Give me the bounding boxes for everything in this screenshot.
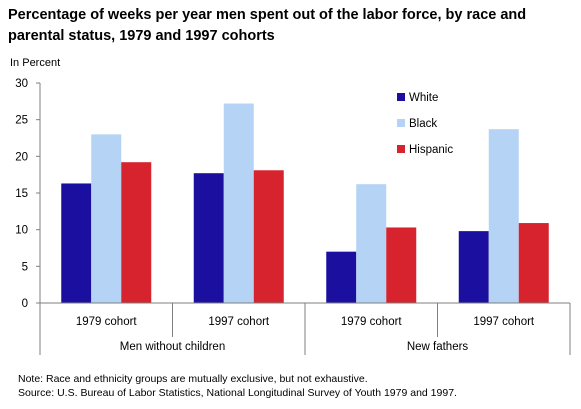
note-text: Note: Race and ethnicity groups are mutu… <box>18 373 368 385</box>
y-tick-label: 5 <box>22 261 28 273</box>
bar-hispanic <box>253 170 284 303</box>
x-tick-label: 1997 cohort <box>208 316 270 328</box>
group-label: New fathers <box>407 341 469 353</box>
bar-hispanic <box>386 227 417 303</box>
legend-label: Black <box>409 118 437 130</box>
x-tick-label: 1997 cohort <box>473 316 535 328</box>
footnotes: Note: Race and ethnicity groups are mutu… <box>18 372 457 400</box>
y-tick-label: 25 <box>15 115 28 127</box>
bar-black <box>488 129 519 303</box>
bar-black <box>223 103 254 304</box>
bar-white <box>458 231 489 303</box>
group-label: Men without children <box>120 341 225 353</box>
y-tick-label: 30 <box>15 78 28 90</box>
bar-black <box>356 184 387 303</box>
legend-swatch <box>397 93 405 101</box>
bar-hispanic <box>121 162 152 303</box>
x-tick-label: 1979 cohort <box>341 316 403 328</box>
legend-label: White <box>409 92 438 104</box>
legend-swatch <box>397 119 405 127</box>
source-text: Source: U.S. Bureau of Labor Statistics,… <box>18 387 457 399</box>
legend-label: Hispanic <box>409 144 453 156</box>
y-axis-unit-label: In Percent <box>10 57 61 69</box>
chart-title: Percentage of weeks per year men spent o… <box>8 7 527 44</box>
y-tick-label: 10 <box>15 225 28 237</box>
y-tick-label: 0 <box>22 298 28 310</box>
bar-black <box>91 134 122 303</box>
y-tick-label: 20 <box>15 151 28 163</box>
bar-hispanic <box>518 223 549 303</box>
bar-white <box>193 173 224 303</box>
y-tick-label: 15 <box>15 188 28 200</box>
bar-white <box>61 183 92 303</box>
bar-white <box>326 251 357 303</box>
legend-swatch <box>397 145 405 153</box>
x-tick-label: 1979 cohort <box>76 316 138 328</box>
